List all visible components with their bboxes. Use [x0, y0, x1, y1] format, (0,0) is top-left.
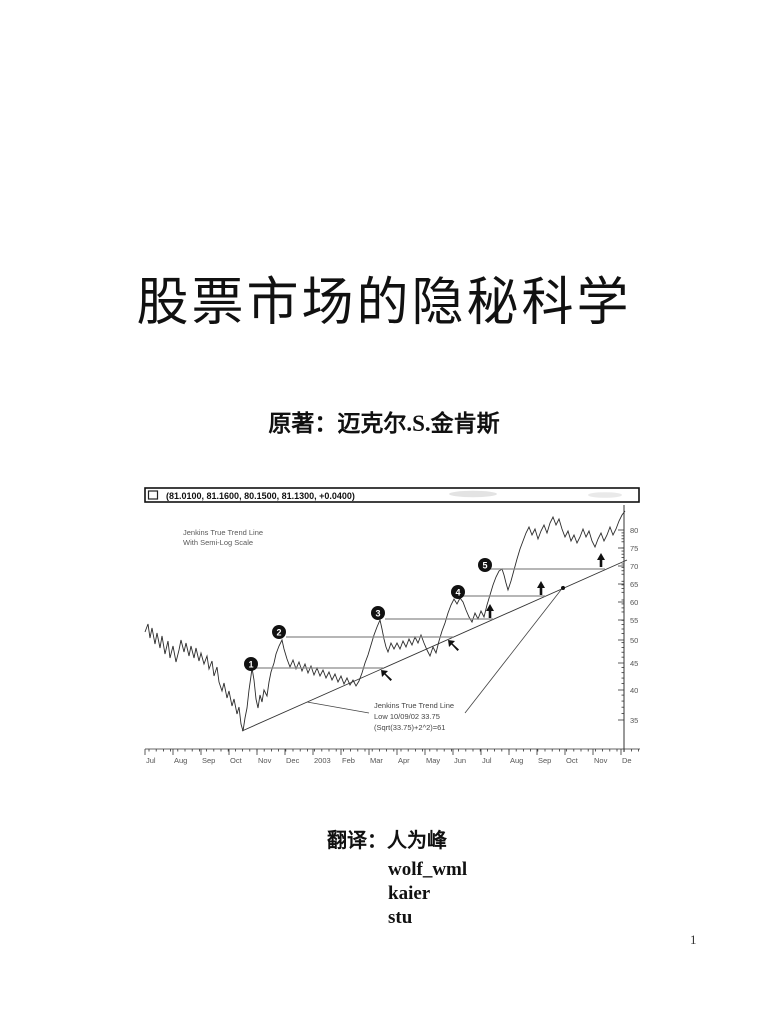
x-tick-label: Mar: [370, 756, 383, 765]
x-tick-label: Sep: [202, 756, 215, 765]
y-axis-ticks: [618, 529, 624, 721]
chart-window-titlebar: [144, 487, 640, 503]
x-tick-label: Sep: [538, 756, 551, 765]
x-tick-label: May: [426, 756, 440, 765]
x-tick-label: De: [622, 756, 632, 765]
x-tick-label: Oct: [230, 756, 243, 765]
x-tick-label: Jul: [146, 756, 156, 765]
x-tick-label: Aug: [174, 756, 187, 765]
y-axis-labels: 80 75 70 65 60 55 50 45 40 35: [630, 526, 638, 725]
marker-4-circle: [451, 585, 465, 599]
annotation-pointer-line: [464, 585, 565, 714]
x-axis-ticks: [144, 749, 640, 755]
page-number: 1: [690, 932, 697, 947]
scan-noise: [588, 492, 622, 498]
y-tick-label: 35: [630, 716, 638, 725]
x-tick-label: Feb: [342, 756, 355, 765]
price-series: [144, 510, 626, 732]
y-tick-label: 70: [630, 562, 638, 571]
up-arrow-icons: [486, 553, 605, 618]
annotation-line3: (Sqrt(33.75)+2^2)=61: [374, 723, 445, 732]
y-tick-label: 45: [630, 659, 638, 668]
stock-chart: (81.0100, 81.1600, 80.1500, 81.1300, +0.…: [144, 487, 640, 765]
x-tick-label: Aug: [510, 756, 523, 765]
document-title: 股票市场的隐秘科学: [136, 275, 632, 332]
x-tick-label: Oct: [566, 756, 579, 765]
chart-ohlc-readout: (81.0100, 81.1600, 80.1500, 81.1300, +0.…: [166, 491, 355, 501]
marker-3-circle: [371, 606, 385, 620]
credit-name: wolf_wml: [388, 859, 468, 880]
chart-note-line2: With Semi-Log Scale: [183, 538, 253, 547]
scan-noise: [449, 490, 497, 498]
chart-window-icon: [147, 490, 159, 500]
x-tick-label: Jul: [482, 756, 492, 765]
x-tick-label: Nov: [258, 756, 272, 765]
up-arrow-icon: [486, 604, 494, 618]
annotation-leader-line: [306, 701, 370, 714]
x-tick-label: Apr: [398, 756, 410, 765]
x-tick-label: Jun: [454, 756, 466, 765]
cursor-arrow-icon: [381, 670, 392, 681]
annotation-line1: Jenkins True Trend Line: [374, 701, 454, 710]
x-tick-label: Dec: [286, 756, 300, 765]
marker-2-label: 2: [276, 627, 281, 637]
y-tick-label: 75: [630, 544, 638, 553]
translator-names: wolf_wml kaier stu: [388, 858, 467, 930]
cursor-arrow-icons: [381, 640, 459, 681]
annotation-line2: Low 10/09/02 33.75: [374, 712, 440, 721]
x-axis-labels: Jul Aug Sep Oct Nov Dec 2003 Feb Mar Apr…: [146, 756, 632, 765]
cursor-arrow-icon: [448, 640, 459, 651]
swing-markers: 1 2 3 4 5: [244, 558, 492, 671]
marker-1-label: 1: [248, 659, 253, 669]
marker-4-label: 4: [455, 587, 460, 597]
credit-name: stu: [388, 907, 413, 928]
marker-5-circle: [478, 558, 492, 572]
up-arrow-icon: [537, 581, 545, 595]
marker-2-circle: [272, 625, 286, 639]
y-tick-label: 50: [630, 636, 638, 645]
trendline-annotation: Jenkins True Trend Line Low 10/09/02 33.…: [374, 701, 454, 732]
y-tick-label: 80: [630, 526, 638, 535]
chart-note-line1: Jenkins True Trend Line: [183, 528, 263, 537]
author-line: 原著：迈克尔.S.金肯斯: [268, 411, 500, 436]
chart-figure: (81.0100, 81.1600, 80.1500, 81.1300, +0.…: [143, 486, 645, 772]
swing-level-lines: [254, 568, 605, 669]
up-arrow-icon: [597, 553, 605, 567]
translator-label: 翻译：人为峰: [327, 830, 447, 852]
y-tick-label: 40: [630, 686, 638, 695]
y-tick-label: 65: [630, 580, 638, 589]
y-tick-label: 60: [630, 598, 638, 607]
marker-5-label: 5: [482, 560, 487, 570]
x-tick-label: Nov: [594, 756, 608, 765]
marker-3-label: 3: [375, 608, 380, 618]
y-tick-label: 55: [630, 616, 638, 625]
credit-name: kaier: [388, 883, 431, 904]
x-tick-label: 2003: [314, 756, 331, 765]
marker-1-circle: [244, 657, 258, 671]
trendline-dot: [561, 586, 565, 590]
